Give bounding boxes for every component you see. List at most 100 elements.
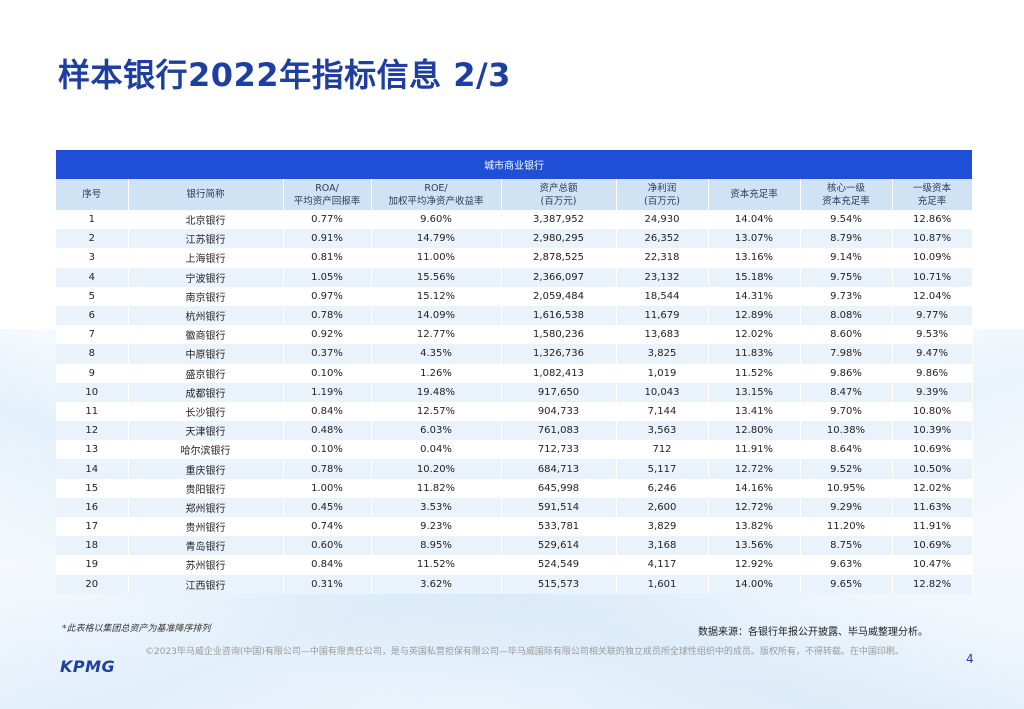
table-cell: 10.95% — [800, 478, 893, 498]
table-cell: 0.92% — [283, 325, 372, 345]
table-cell: 10.87% — [892, 229, 973, 249]
table-cell: 9.39% — [892, 382, 973, 402]
table-cell: 10.47% — [892, 555, 973, 575]
table-cell: 9.52% — [800, 459, 893, 479]
table-cell: 1.26% — [371, 363, 502, 383]
table-cell: 645,998 — [501, 478, 617, 498]
column-header: ROA/ 平均资产回报率 — [283, 179, 372, 210]
table-cell: 宁波银行 — [128, 267, 284, 287]
table-cell: 19 — [56, 555, 129, 575]
table-cell: 0.10% — [283, 363, 372, 383]
table-cell: 0.77% — [283, 210, 372, 230]
table-row: 19 苏州银行 0.84% 11.52% 524,549 4,117 12.92% 9.63%… — [56, 555, 973, 575]
table-cell: 13.56% — [708, 536, 801, 556]
table-cell: 郑州银行 — [128, 497, 284, 517]
table-cell: 0.48% — [283, 421, 372, 441]
footer-copyright: ©2023毕马威企业咨询(中国)有限公司—中国有限责任公司，是与英国私营担保有限… — [145, 647, 904, 657]
table-cell: 3,829 — [616, 517, 709, 537]
table-row: 1 北京银行 0.77% 9.60% 3,387,952 24,930 14.04% 9.54… — [56, 210, 973, 230]
table-row: 3 上海银行 0.81% 11.00% 2,878,525 22,318 13.16% 9.1… — [56, 248, 973, 268]
table-cell: 14.04% — [708, 210, 801, 230]
table-cell: 1,326,736 — [501, 344, 617, 364]
table-cell: 12.89% — [708, 305, 801, 326]
table-cell: 12.02% — [892, 478, 973, 498]
table-cell: 4,117 — [616, 555, 709, 575]
table-cell: 贵州银行 — [128, 517, 284, 537]
table-cell: 0.91% — [283, 229, 372, 249]
table-cell: 12.82% — [892, 574, 973, 594]
table-cell: 1.00% — [283, 478, 372, 498]
bank-metrics-table: 城市商业银行 序号 银行简称 ROA/ 平均资产回报率 ROE/ 加权平均净资产收益率… — [56, 150, 973, 594]
table-cell: 11,679 — [616, 305, 709, 326]
table-cell: 11.91% — [892, 517, 973, 537]
table-cell: 南京银行 — [128, 286, 284, 306]
table-cell: 江苏银行 — [128, 229, 284, 249]
table-cell: 591,514 — [501, 497, 617, 517]
table-cell: 3.62% — [371, 574, 502, 594]
table-cell: 14.79% — [371, 229, 502, 249]
table-cell: 5 — [56, 286, 129, 306]
table-cell: 8.47% — [800, 382, 893, 402]
table-cell: 0.37% — [283, 344, 372, 364]
table-cell: 8 — [56, 344, 129, 364]
table-cell: 1,082,413 — [501, 363, 617, 383]
column-header: 一级资本 充足率 — [892, 179, 973, 210]
table-cell: 10.09% — [892, 248, 973, 268]
table-row: 5 南京银行 0.97% 15.12% 2,059,484 18,544 14.31% 9.7… — [56, 286, 973, 306]
table-row: 15 贵阳银行 1.00% 11.82% 645,998 6,246 14.16% 10.95… — [56, 478, 973, 498]
table-group-header: 城市商业银行 — [56, 150, 973, 179]
table-cell: 12.86% — [892, 210, 973, 230]
table-cell: 2,980,295 — [501, 229, 617, 249]
table-cell: 9.86% — [800, 363, 893, 383]
table-cell: 8.75% — [800, 536, 893, 556]
table-cell: 14.16% — [708, 478, 801, 498]
table-cell: 9.75% — [800, 267, 893, 287]
table-cell: 3 — [56, 248, 129, 268]
table-cell: 上海银行 — [128, 248, 284, 268]
table-cell: 2,366,097 — [501, 267, 617, 287]
table-cell: 9.60% — [371, 210, 502, 230]
table-cell: 9.86% — [892, 363, 973, 383]
table-row: 10 成都银行 1.19% 19.48% 917,650 10,043 13.15% 8.47… — [56, 382, 973, 402]
table-row: 2 江苏银行 0.91% 14.79% 2,980,295 26,352 13.07% 8.7… — [56, 229, 973, 249]
table-cell: 13.41% — [708, 401, 801, 422]
table-cell: 7 — [56, 325, 129, 345]
table-cell: 11.91% — [708, 440, 801, 460]
table-row: 7 徽商银行 0.92% 12.77% 1,580,236 13,683 12.02% 8.6… — [56, 325, 973, 345]
table-cell: 9.63% — [800, 555, 893, 575]
table-row: 8 中原银行 0.37% 4.35% 1,326,736 3,825 11.83% 7.98%… — [56, 344, 973, 364]
data-source: 数据来源：各银行年报公开披露、毕马威整理分析。 — [698, 627, 928, 638]
table-cell: 5,117 — [616, 459, 709, 479]
table-cell: 12.72% — [708, 497, 801, 517]
table-cell: 1,019 — [616, 363, 709, 383]
table-cell: 10.71% — [892, 267, 973, 287]
table-cell: 10.50% — [892, 459, 973, 479]
table-cell: 15.56% — [371, 267, 502, 287]
page-number: 4 — [966, 652, 974, 666]
table-cell: 904,733 — [501, 401, 617, 422]
column-header: 序号 — [56, 179, 129, 210]
table-cell: 8.60% — [800, 325, 893, 345]
page-title: 样本银行2022年指标信息 2/3 — [58, 56, 511, 94]
table-row: 16 郑州银行 0.45% 3.53% 591,514 2,600 12.72% 9.29% 1… — [56, 497, 973, 517]
table-cell: 成都银行 — [128, 382, 284, 402]
table-cell: 11.52% — [371, 555, 502, 575]
table-cell: 11.20% — [800, 517, 893, 537]
column-header: 资产总额 (百万元) — [501, 179, 617, 210]
table-cell: 0.97% — [283, 286, 372, 306]
table-cell: 14.00% — [708, 574, 801, 594]
table-cell: 重庆银行 — [128, 459, 284, 479]
table-row: 13 哈尔滨银行 0.10% 0.04% 712,733 712 11.91% 8.64% 10… — [56, 440, 973, 460]
table-cell: 15 — [56, 478, 129, 498]
table-cell: 11.82% — [371, 478, 502, 498]
table-cell: 14.31% — [708, 286, 801, 306]
table-row: 12 天津银行 0.48% 6.03% 761,083 3,563 12.80% 10.38%… — [56, 421, 973, 441]
table-cell: 529,614 — [501, 536, 617, 556]
table-cell: 22,318 — [616, 248, 709, 268]
table-cell: 6.03% — [371, 421, 502, 441]
table-cell: 9 — [56, 363, 129, 383]
table-cell: 917,650 — [501, 382, 617, 402]
table-cell: 3.53% — [371, 497, 502, 517]
table-cell: 761,083 — [501, 421, 617, 441]
table-cell: 天津银行 — [128, 421, 284, 441]
